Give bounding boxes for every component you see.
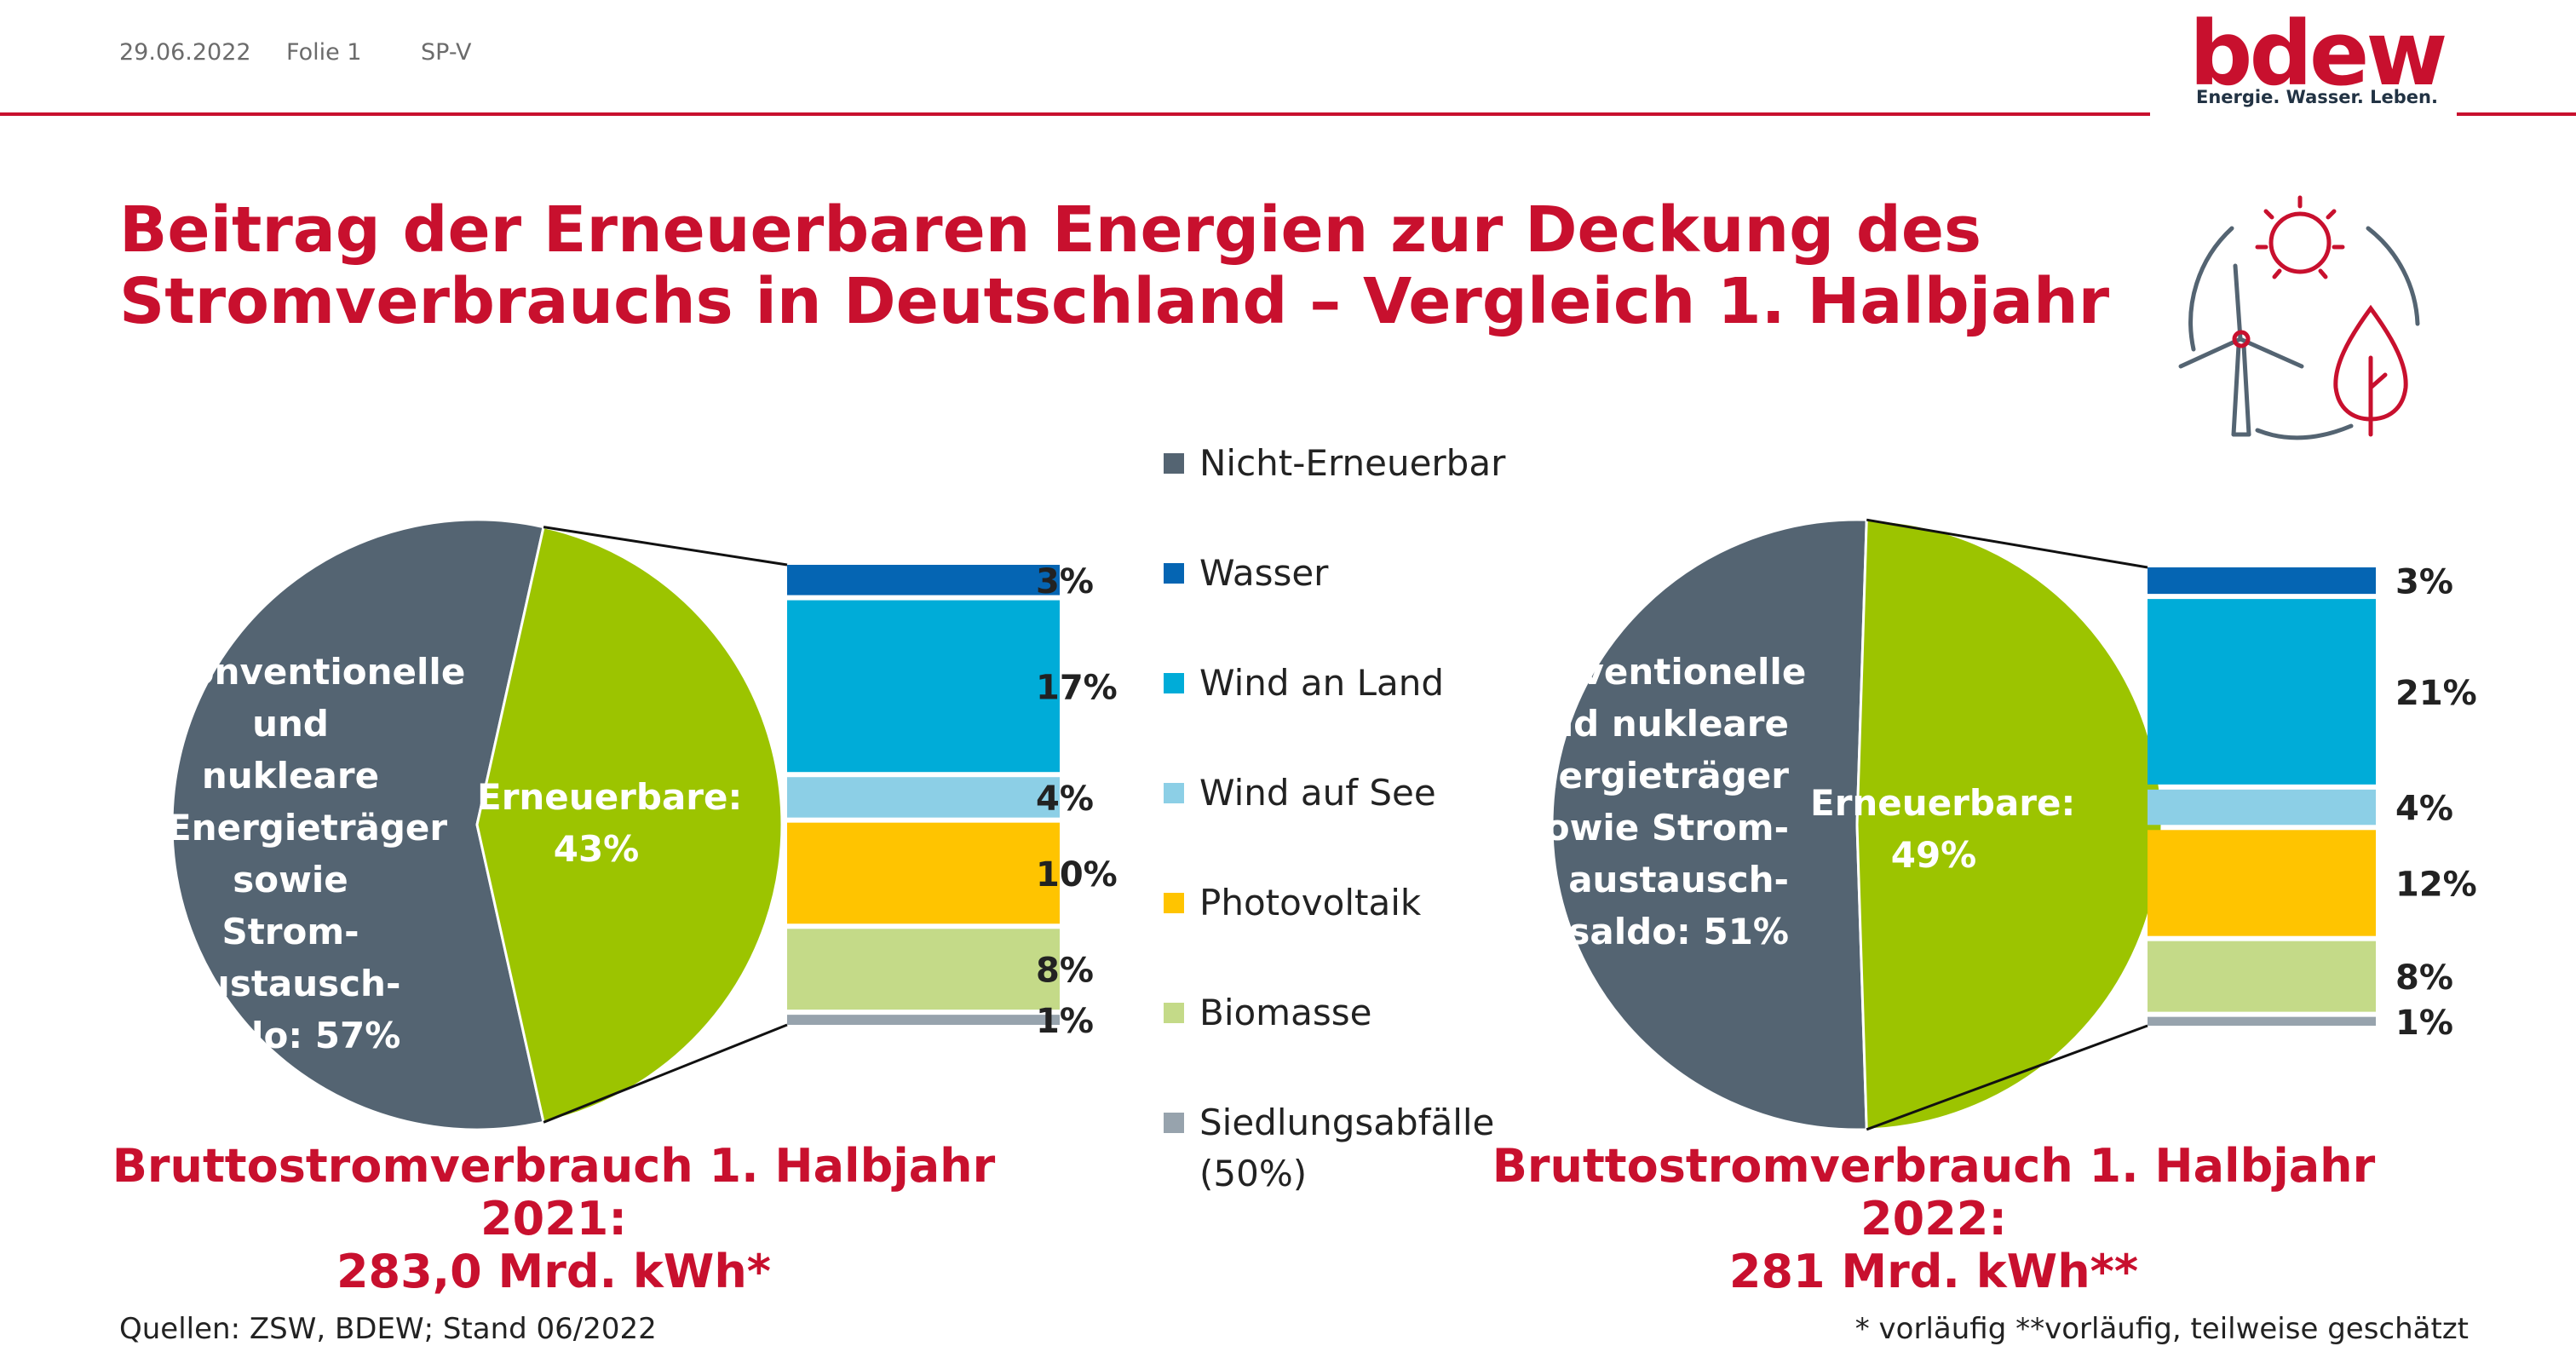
bdew-tagline: Energie. Wasser. Leben.	[2196, 87, 2438, 107]
legend-swatch	[1164, 563, 1184, 584]
renewable-energy-icon	[2178, 195, 2420, 440]
pie-slice-renewable	[475, 525, 784, 1125]
breakdown-bar-segment	[2148, 830, 2376, 936]
caption-2021: Bruttostromverbrauch 1. Halbjahr 2021: 2…	[85, 1139, 1022, 1299]
breakdown-bar-segment	[2148, 567, 2376, 595]
pie-2022-nonrenewable-label: konventionelle und nukleare Energieträge…	[1508, 651, 1807, 952]
bdew-logo: bdew	[2189, 2, 2448, 106]
legend-label: Photovoltaik	[1199, 882, 1422, 923]
pie-slice-nonrenewable	[1550, 518, 1868, 1131]
header-rule-left	[0, 112, 2150, 116]
legend-swatch	[1164, 1113, 1184, 1133]
header-rule-right	[2457, 112, 2576, 116]
pie-2021-nonrenewable-label: konventionelle und nukleare Energieträge…	[167, 651, 466, 1056]
breakdown-data-label: 8%	[1036, 952, 1094, 991]
breakdown-bar-segment	[787, 822, 1060, 924]
legend-label: Biomasse	[1199, 992, 1372, 1033]
legend-swatch	[1164, 893, 1184, 913]
breakdown-bar-segment	[787, 777, 1060, 818]
breakdown-data-label: 4%	[1036, 780, 1094, 819]
caption-2021-line1: Bruttostromverbrauch 1. Halbjahr 2021:	[112, 1139, 996, 1246]
pie-2022-renewable-label: Erneuerbare: 49%	[1810, 782, 2076, 876]
pie-slice-nonrenewable	[170, 518, 545, 1131]
pie-2021-renewable-label: Erneuerbare: 43%	[477, 776, 743, 870]
chart-2022: 3% 21% 4% 12% 8% 1%	[1550, 518, 2477, 1131]
caption-2021-line2: 283,0 Mrd. kWh*	[336, 1245, 772, 1299]
breakdown-data-label: 4%	[2395, 790, 2453, 829]
legend-item: Photovoltaik	[1164, 877, 1547, 987]
legend-swatch	[1164, 673, 1184, 693]
breakdown-bar-segment	[2148, 789, 2376, 826]
connector-line-top	[543, 526, 788, 567]
breakdown-bar-segment	[787, 600, 1060, 773]
footer-note: * vorläufig **vorläufig, teilweise gesch…	[1854, 1312, 2469, 1346]
legend-item: Siedlungsabfälle (50%)	[1164, 1097, 1547, 1207]
breakdown-data-label: 10%	[1036, 855, 1118, 895]
breakdown-bar-segment	[787, 929, 1060, 1010]
legend-item: Wind an Land	[1164, 658, 1547, 768]
legend-label: Siedlungsabfälle (50%)	[1199, 1102, 1495, 1194]
legend-label: Nicht-Erneuerbar	[1199, 442, 1506, 484]
breakdown-bar-segment	[787, 1015, 1060, 1025]
legend: Nicht-Erneuerbar Wasser Wind an Land Win…	[1164, 438, 1547, 1207]
breakdown-data-label: 12%	[2395, 865, 2477, 904]
breakdown-bar-segment	[2148, 1016, 2376, 1026]
legend-item: Wasser	[1164, 548, 1547, 658]
header-date: 29.06.2022	[119, 39, 251, 66]
footer-sources: Quellen: ZSW, BDEW; Stand 06/2022	[119, 1312, 657, 1346]
chart-2021: 3% 17% 4% 10% 8% 1%	[170, 518, 1118, 1131]
breakdown-bar-segment	[2148, 599, 2376, 785]
connector-line-bottom	[543, 1023, 788, 1124]
breakdown-bar-segment	[2148, 941, 2376, 1012]
legend-item: Biomasse	[1164, 987, 1547, 1097]
header-slide: Folie 1	[286, 39, 362, 66]
breakdown-data-label: 21%	[2395, 674, 2477, 713]
legend-label: Wasser	[1199, 552, 1329, 594]
legend-swatch	[1164, 1003, 1184, 1023]
header-section: SP-V	[421, 39, 472, 66]
breakdown-data-label: 1%	[2395, 1004, 2453, 1043]
breakdown-data-label: 3%	[2395, 563, 2453, 602]
legend-label: Wind auf See	[1199, 772, 1436, 814]
connector-line-top	[1866, 518, 2148, 569]
page-title: Beitrag der Erneuerbaren Energien zur De…	[119, 193, 2110, 339]
connector-line-bottom	[1866, 1024, 2148, 1131]
legend-label: Wind an Land	[1199, 662, 1445, 704]
legend-swatch	[1164, 453, 1184, 474]
caption-2022-line2: 281 Mrd. kWh**	[1728, 1245, 2139, 1299]
breakdown-data-label: 1%	[1036, 1002, 1094, 1041]
legend-item: Nicht-Erneuerbar	[1164, 438, 1547, 548]
caption-2022: Bruttostromverbrauch 1. Halbjahr 2022: 2…	[1465, 1139, 2402, 1299]
breakdown-bar-segment	[787, 565, 1060, 595]
breakdown-data-label: 8%	[2395, 958, 2453, 998]
legend-swatch	[1164, 783, 1184, 803]
legend-item: Wind auf See	[1164, 768, 1547, 877]
caption-2022-line1: Bruttostromverbrauch 1. Halbjahr 2022:	[1492, 1139, 2376, 1246]
breakdown-data-label: 3%	[1036, 562, 1094, 601]
breakdown-data-label: 17%	[1036, 668, 1118, 707]
